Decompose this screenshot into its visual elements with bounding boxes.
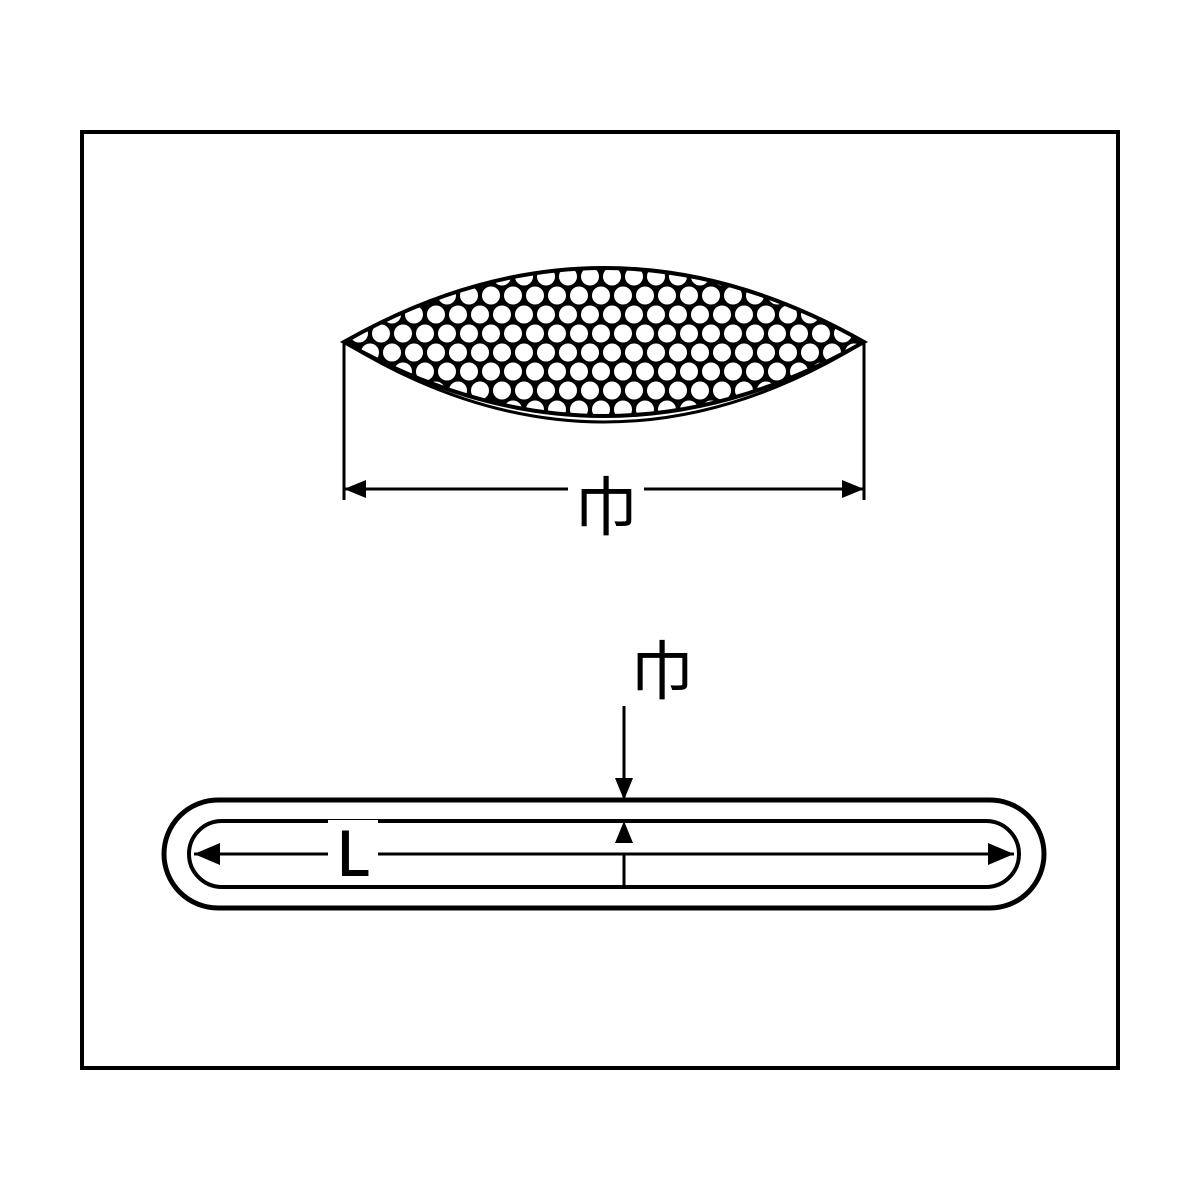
length-label: L <box>328 820 378 884</box>
width-label-side: 巾 <box>630 638 694 702</box>
diagram-frame: 巾 巾 L <box>80 130 1120 1070</box>
cross-section-drawing <box>84 134 1124 1074</box>
width-label-top: 巾 <box>568 474 644 538</box>
